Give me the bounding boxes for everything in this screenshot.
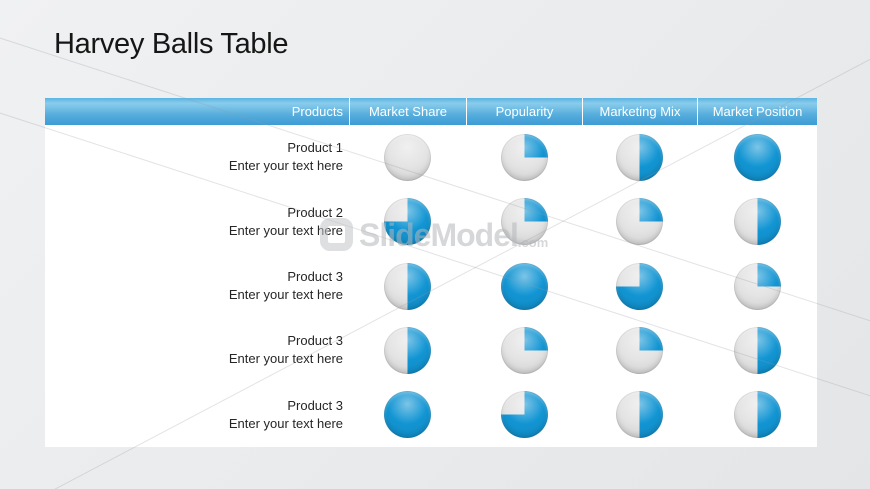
table-body: Product 1 Enter your text here Product 2… — [45, 125, 817, 447]
harvey-ball — [500, 262, 548, 310]
harvey-ball — [384, 198, 431, 246]
harvey-ball — [384, 262, 431, 310]
harvey-ball — [616, 133, 663, 181]
market-position-cell — [697, 133, 817, 181]
market-position-cell — [697, 326, 817, 374]
harvey-ball — [500, 133, 548, 181]
market-share-cell — [349, 198, 466, 246]
product-name: Product 3 — [287, 397, 343, 413]
harvey-ball — [733, 198, 781, 246]
popularity-cell — [466, 391, 582, 439]
product-cell: Product 2 Enter your text here — [45, 204, 349, 240]
product-cell: Product 3 Enter your text here — [45, 268, 349, 304]
market-position-cell — [697, 198, 817, 246]
product-cell: Product 1 Enter your text here — [45, 139, 349, 175]
product-name: Product 3 — [287, 333, 343, 349]
page-title: Harvey Balls Table — [54, 28, 289, 60]
harvey-ball — [384, 391, 431, 439]
harvey-ball — [733, 326, 781, 374]
marketing-mix-cell — [582, 262, 697, 310]
market-share-cell — [349, 326, 466, 374]
market-position-cell — [697, 262, 817, 310]
market-share-cell — [349, 391, 466, 439]
market-position-cell — [697, 391, 817, 439]
column-header-products: Products — [291, 104, 343, 119]
harvey-ball — [616, 391, 663, 439]
product-cell: Product 3 Enter your text here — [45, 397, 349, 433]
harvey-ball — [616, 326, 663, 374]
popularity-cell — [466, 262, 582, 310]
harvey-ball — [500, 198, 548, 246]
harvey-ball — [500, 326, 548, 374]
market-share-cell — [349, 262, 466, 310]
market-share-cell — [349, 133, 466, 181]
product-name: Product 1 — [287, 140, 343, 156]
column-header-market-share: Market Share — [349, 98, 466, 125]
harvey-ball — [384, 326, 431, 374]
table-header-row: Products Market Share Popularity Marketi… — [45, 98, 817, 125]
table-row: Product 3 Enter your text here — [45, 254, 817, 318]
product-cell: Product 3 Enter your text here — [45, 332, 349, 368]
popularity-cell — [466, 326, 582, 374]
popularity-cell — [466, 198, 582, 246]
marketing-mix-cell — [582, 326, 697, 374]
marketing-mix-cell — [582, 391, 697, 439]
harvey-ball — [616, 262, 663, 310]
table-row: Product 2 Enter your text here — [45, 189, 817, 253]
product-subtitle: Enter your text here — [228, 351, 343, 367]
column-header-market-position: Market Position — [697, 98, 817, 125]
harvey-balls-table: Products Market Share Popularity Marketi… — [45, 98, 817, 447]
harvey-ball — [733, 391, 781, 439]
product-subtitle: Enter your text here — [228, 287, 343, 303]
table-row: Product 1 Enter your text here — [45, 125, 817, 189]
harvey-ball — [733, 262, 781, 310]
harvey-ball — [733, 133, 781, 181]
marketing-mix-cell — [582, 133, 697, 181]
product-subtitle: Enter your text here — [228, 222, 343, 238]
table-row: Product 3 Enter your text here — [45, 383, 817, 447]
column-header-marketing-mix: Marketing Mix — [582, 98, 697, 125]
harvey-ball — [384, 133, 431, 181]
marketing-mix-cell — [582, 198, 697, 246]
product-name: Product 2 — [287, 204, 343, 220]
product-subtitle: Enter your text here — [228, 415, 343, 431]
popularity-cell — [466, 133, 582, 181]
harvey-ball — [500, 391, 548, 439]
column-header-popularity: Popularity — [466, 98, 582, 125]
table-row: Product 3 Enter your text here — [45, 318, 817, 382]
harvey-ball — [616, 198, 663, 246]
product-subtitle: Enter your text here — [228, 158, 343, 174]
product-name: Product 3 — [287, 269, 343, 285]
